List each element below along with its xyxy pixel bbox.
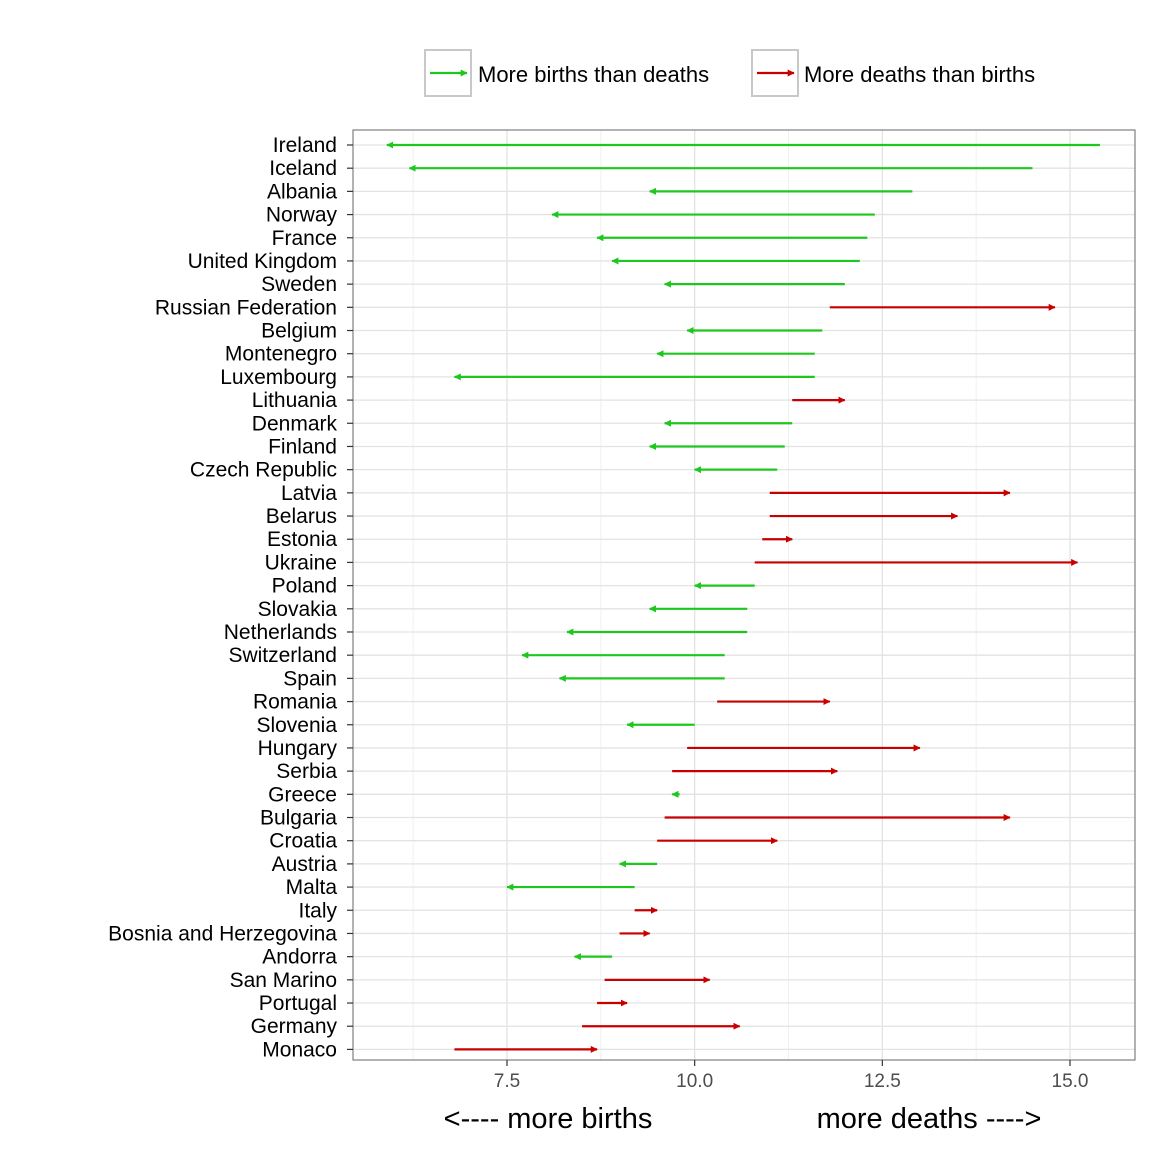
plot-panel [353,130,1135,1060]
country-label: Poland [272,575,337,598]
country-label: Denmark [252,412,338,435]
legend-label-deaths: More deaths than births [804,62,1035,87]
country-label: Belgium [261,320,337,343]
country-label: San Marino [230,969,337,992]
country-label: Hungary [258,737,338,760]
country-label: Lithuania [252,389,338,412]
country-label: Ukraine [265,551,337,574]
country-label: Finland [268,435,337,458]
country-label: Czech Republic [190,459,337,482]
country-label: Switzerland [228,644,337,667]
x-tick-label: 7.5 [494,1071,520,1092]
country-label: Malta [286,876,338,899]
country-label: United Kingdom [188,250,337,273]
country-label: Slovakia [258,598,338,621]
country-label: Germany [251,1015,338,1038]
country-label: Belarus [266,505,337,528]
country-label: Serbia [276,760,337,783]
plot-border [352,129,1136,1061]
x-axis: 7.5 10.0 12.5 15.0 [494,1060,1089,1092]
x-axis-title-right: more deaths ----> [817,1103,1042,1135]
y-axis: IrelandIcelandAlbaniaNorwayFranceUnited … [108,134,353,1061]
country-label: Monaco [262,1038,337,1061]
country-label: Norway [266,204,338,227]
country-label: Luxembourg [220,366,337,389]
x-tick-label: 15.0 [1052,1071,1089,1092]
country-label: Albania [267,180,337,203]
country-label: Bulgaria [260,807,337,830]
country-label: Bosnia and Herzegovina [108,922,337,945]
country-label: Estonia [267,528,337,551]
country-label: Latvia [281,482,337,505]
country-label: Spain [283,667,337,690]
country-label: Slovenia [256,714,337,737]
x-axis-title-left: <---- more births [444,1103,653,1135]
country-label: Montenegro [225,343,337,366]
country-label: Croatia [269,830,337,853]
data-arrows [386,141,1101,1053]
country-label: Iceland [269,157,337,180]
country-label: Netherlands [224,621,337,644]
x-tick-label: 12.5 [864,1071,901,1092]
legend: More births than deaths More deaths than… [424,49,1035,97]
country-label: Romania [253,691,337,714]
country-label: Russian Federation [155,296,337,319]
country-label: Italy [298,899,337,922]
country-label: Sweden [261,273,337,296]
country-label: Portugal [259,992,337,1015]
country-label: Greece [268,783,337,806]
country-label: Austria [272,853,338,876]
country-label: France [272,227,337,250]
grid-lines [353,130,1135,1060]
country-label: Andorra [262,946,337,969]
legend-label-births: More births than deaths [478,62,709,87]
x-tick-label: 10.0 [676,1071,713,1092]
country-label: Ireland [273,134,337,157]
